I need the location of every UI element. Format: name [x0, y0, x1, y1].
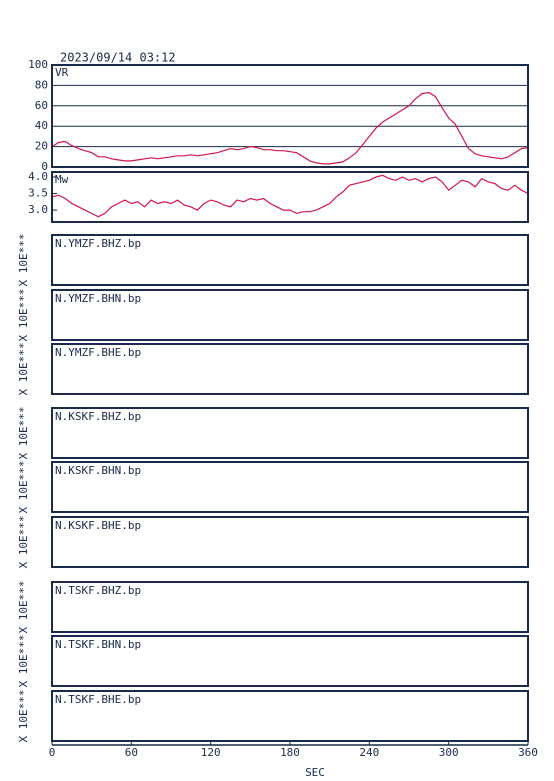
scale-label: X 10E***: [17, 461, 30, 514]
trace-label: N.YMZF.BHE.bp: [55, 346, 141, 359]
trace-frame: [51, 234, 529, 286]
panel-label: Mw: [55, 173, 69, 186]
scale-label: X 10E***: [17, 516, 30, 569]
scale-label: X 10E***: [17, 289, 30, 342]
x-tick-label: 0: [49, 746, 56, 759]
y-tick-label: 0: [41, 160, 48, 173]
scale-label: X 10E***: [17, 234, 30, 287]
y-tick-label: 40: [35, 119, 48, 132]
scale-label: X 10E***: [17, 635, 30, 688]
trace-label: N.TSKF.BHZ.bp: [55, 584, 141, 597]
x-tick-label: 120: [201, 746, 221, 759]
trace-label: N.KSKF.BHZ.bp: [55, 410, 141, 423]
trace-label: N.YMZF.BHZ.bp: [55, 237, 141, 250]
trace-frame: [51, 407, 529, 459]
panel-frame: [51, 64, 529, 168]
panel-label: VR: [55, 66, 69, 79]
trace-label: N.TSKF.BHN.bp: [55, 638, 141, 651]
x-axis-label: SEC: [305, 766, 325, 779]
y-tick-label: 3.0: [28, 203, 48, 216]
scale-label: X 10E***: [17, 690, 30, 743]
y-tick-label: 3.5: [28, 187, 48, 200]
trace-frame: [51, 516, 529, 568]
y-tick-label: 60: [35, 99, 48, 112]
y-tick-label: 80: [35, 78, 48, 91]
x-tick-label: 60: [125, 746, 138, 759]
x-tick-label: 300: [439, 746, 459, 759]
x-tick-label: 360: [518, 746, 538, 759]
trace-frame: [51, 581, 529, 633]
trace-label: N.YMZF.BHN.bp: [55, 292, 141, 305]
trace-label: N.TSKF.BHE.bp: [55, 693, 141, 706]
trace-frame: [51, 635, 529, 687]
y-tick-label: 100: [28, 58, 48, 71]
panel-frame: [51, 171, 529, 223]
scale-label: X 10E***: [17, 581, 30, 634]
date: 2023/09/14 03:12: [60, 51, 176, 65]
data-line: [51, 174, 529, 218]
trace-label: N.KSKF.BHE.bp: [55, 519, 141, 532]
scale-label: X 10E***: [17, 407, 30, 460]
x-tick-label: 180: [280, 746, 300, 759]
trace-label: N.KSKF.BHN.bp: [55, 464, 141, 477]
y-tick-label: 20: [35, 140, 48, 153]
trace-frame: [51, 461, 529, 513]
y-tick-label: 4.0: [28, 170, 48, 183]
trace-frame: [51, 343, 529, 395]
trace-frame: [51, 289, 529, 341]
x-tick-label: 240: [359, 746, 379, 759]
scale-label: X 10E***: [17, 343, 30, 396]
data-line: [51, 91, 529, 165]
